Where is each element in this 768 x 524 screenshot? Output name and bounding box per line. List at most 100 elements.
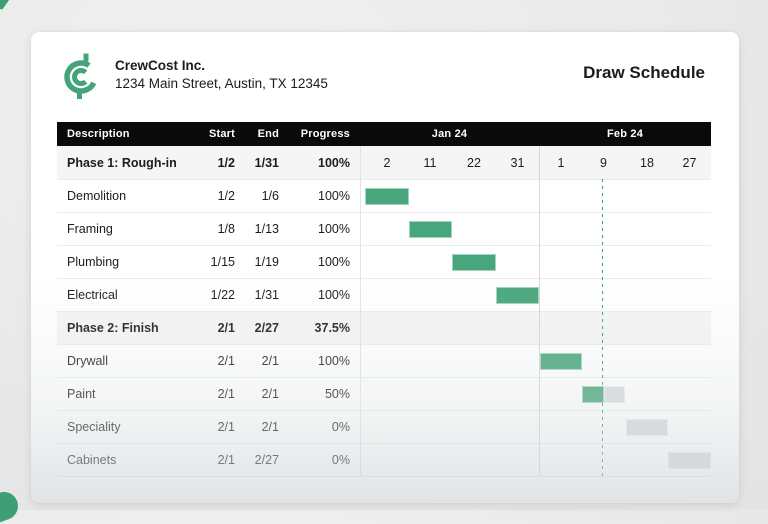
task-row: Paint 2/1 2/1 50% [57, 377, 711, 410]
gantt-bar-remaining [668, 452, 711, 469]
row-gantt-area [360, 345, 711, 377]
row-end-date: 1/13 [254, 222, 279, 236]
row-gantt-area [360, 444, 711, 476]
company-address: 1234 Main Street, Austin, TX 12345 [115, 76, 328, 91]
row-end-date: 1/19 [254, 255, 279, 269]
row-end-date: 2/1 [261, 354, 279, 368]
row-description: Cabinets [67, 453, 117, 467]
row-description: Phase 1: Rough-in [67, 155, 177, 170]
row-description: Drywall [67, 354, 108, 368]
row-progress: 100% [318, 255, 350, 269]
row-progress: 100% [318, 155, 350, 170]
row-progress: 37.5% [314, 321, 350, 335]
row-end-date: 2/27 [254, 321, 279, 335]
column-header-start: Start [208, 128, 235, 140]
gantt-bar [408, 221, 452, 238]
document-title: Draw Schedule [583, 63, 705, 82]
row-start-date: 1/2 [217, 189, 235, 203]
decorative-green-shape-bottom [0, 488, 22, 524]
table-header-band: Description Start End Progress Jan 24 Fe… [57, 122, 711, 146]
decorative-green-shape-top [0, 0, 10, 11]
row-start-date: 1/8 [217, 222, 235, 236]
row-description: Framing [67, 222, 113, 236]
row-gantt-area [360, 378, 711, 410]
row-gantt-area [360, 246, 711, 278]
task-row: Framing 1/8 1/13 100% [57, 212, 711, 245]
row-start-date: 2/1 [217, 387, 235, 401]
row-progress: 100% [318, 189, 350, 203]
task-row: Cabinets 2/1 2/27 0% [57, 443, 711, 476]
row-end-date: 2/1 [261, 387, 279, 401]
gantt-bar-remaining [603, 386, 625, 403]
row-end-date: 1/31 [254, 288, 279, 302]
row-progress: 100% [318, 222, 350, 236]
row-progress: 0% [331, 420, 350, 434]
month-boundary-line [539, 146, 540, 476]
timeline-month-headers: Jan 24 Feb 24 [360, 122, 711, 146]
document-card: CrewCost Inc. 1234 Main Street, Austin, … [31, 32, 739, 503]
today-marker-line [602, 179, 603, 476]
row-gantt-area: 2 11 22 31 1 9 18 27 [360, 146, 711, 179]
row-gantt-area [360, 411, 711, 443]
month-header: Jan 24 [431, 128, 468, 140]
row-end-date: 1/6 [261, 189, 279, 203]
row-description: Speciality [67, 420, 121, 434]
row-gantt-area [360, 180, 711, 212]
row-progress: 50% [324, 387, 350, 401]
row-description: Demolition [67, 189, 127, 203]
task-row: Plumbing 1/15 1/19 100% [57, 245, 711, 278]
row-description: Electrical [67, 288, 118, 302]
task-row: Drywall 2/1 2/1 100% [57, 344, 711, 377]
date-tick: 2 [383, 155, 391, 170]
row-end-date: 2/1 [261, 420, 279, 434]
gantt-bar-done [582, 386, 604, 403]
row-gantt-area [360, 312, 711, 344]
row-gantt-area [360, 213, 711, 245]
gantt-bar [365, 188, 409, 205]
date-tick: 27 [682, 155, 697, 170]
date-tick: 11 [423, 155, 437, 170]
date-tick: 22 [467, 155, 481, 170]
row-description: Plumbing [67, 255, 120, 269]
schedule-table: Description Start End Progress Jan 24 Fe… [57, 122, 711, 477]
row-start-date: 2/1 [217, 453, 235, 467]
column-header-description: Description [67, 128, 130, 140]
gantt-bar-remaining [626, 419, 668, 436]
row-start-date: 1/22 [210, 288, 235, 302]
row-description: Paint [67, 387, 96, 401]
row-description: Phase 2: Finish [67, 321, 159, 335]
row-gantt-area [360, 279, 711, 311]
task-row: Electrical 1/22 1/31 100% [57, 278, 711, 311]
row-progress: 100% [318, 354, 350, 368]
gantt-bar [452, 254, 496, 271]
month-header: Feb 24 [606, 128, 644, 140]
gantt-bar-done [540, 353, 582, 370]
row-progress: 0% [331, 453, 350, 467]
row-start-date: 2/1 [217, 420, 235, 434]
gantt-bar-done [452, 254, 496, 271]
row-end-date: 2/27 [254, 453, 279, 467]
gantt-bar [582, 386, 625, 403]
task-row: Demolition 1/2 1/6 100% [57, 179, 711, 212]
letterhead: CrewCost Inc. 1234 Main Street, Austin, … [115, 57, 328, 93]
row-start-date: 1/2 [217, 155, 235, 170]
row-start-date: 2/1 [217, 321, 235, 335]
gantt-bar [540, 353, 582, 370]
gantt-bar [495, 287, 539, 304]
column-header-end: End [257, 128, 279, 140]
gantt-bar-done [495, 287, 539, 304]
gantt-bar [668, 452, 711, 469]
date-tick: 18 [640, 155, 654, 170]
chart-left-border-line [360, 146, 361, 476]
phase-row: Phase 1: Rough-in 1/2 1/31 100% 2 11 22 31 1 9 18 2… [57, 146, 711, 179]
crewcost-logo-icon [64, 53, 97, 99]
company-name: CrewCost Inc. [115, 58, 206, 73]
row-end-date: 1/31 [254, 155, 279, 170]
phase-row: Phase 2: Finish 2/1 2/27 37.5% [57, 311, 711, 344]
column-header-progress: Progress [300, 128, 350, 140]
date-tick: 1 [557, 155, 565, 170]
schedule-rows: Phase 1: Rough-in 1/2 1/31 100% 2 11 22 31 1 9 18 2… [57, 146, 711, 476]
date-tick: 31 [510, 155, 525, 170]
gantt-bar-done [365, 188, 409, 205]
